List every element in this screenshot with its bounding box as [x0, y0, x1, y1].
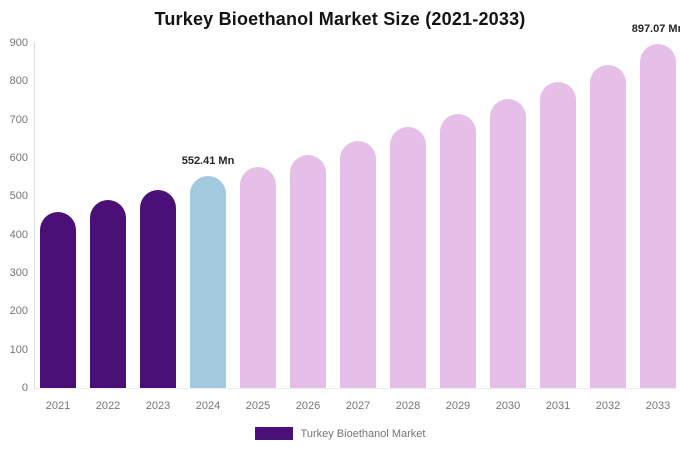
- bar-2032: [590, 64, 626, 388]
- chart-title: Turkey Bioethanol Market Size (2021-2033…: [154, 9, 526, 29]
- bar-2033: [640, 44, 676, 388]
- x-tick-label: 2025: [245, 400, 271, 412]
- bar-2029: [440, 113, 476, 388]
- bar-2022: [90, 200, 126, 388]
- y-tick-label: 800: [9, 75, 28, 88]
- legend-swatch: [254, 427, 293, 440]
- legend-label: Turkey Bioethanol Market: [300, 427, 426, 440]
- y-axis-line: [34, 43, 35, 388]
- y-tick-label: 100: [9, 343, 28, 356]
- x-tick-label: 2027: [345, 400, 371, 412]
- y-tick-label: 600: [9, 152, 28, 164]
- legend-item-turkey-bioethanol-market[interactable]: Turkey Bioethanol Market: [254, 427, 426, 440]
- y-tick-label: 900: [9, 37, 28, 49]
- bar-2023: [140, 189, 176, 388]
- x-tick-label: 2021: [45, 400, 71, 412]
- x-axis-baseline: [34, 388, 676, 389]
- x-tick-label: 2032: [595, 400, 621, 412]
- bar-value-annotation: 897.07 Mn: [631, 23, 680, 36]
- bar-2026: [290, 154, 326, 388]
- x-tick-label: 2023: [145, 400, 171, 412]
- bar-value-annotation: 552.41 Mn: [181, 155, 235, 168]
- x-tick-label: 2022: [95, 400, 121, 412]
- y-tick-label: 700: [9, 113, 28, 126]
- legend: Turkey Bioethanol Market: [0, 427, 680, 440]
- x-tick-label: 2031: [545, 400, 571, 412]
- bar-2027: [340, 141, 376, 388]
- y-tick-label: 400: [9, 228, 28, 241]
- y-tick-label: 200: [9, 305, 28, 318]
- x-tick-label: 2029: [445, 400, 471, 412]
- x-tick-label: 2026: [295, 400, 321, 412]
- bar-2030: [490, 98, 526, 388]
- bar-2021: [40, 211, 76, 388]
- bar-2024: [190, 176, 226, 388]
- y-tick-label: 0: [21, 382, 28, 394]
- bar-2028: [390, 127, 426, 388]
- bar-2031: [540, 81, 576, 388]
- x-tick-label: 2024: [195, 400, 221, 412]
- x-tick-label: 2030: [495, 400, 521, 412]
- x-tick-label: 2028: [395, 400, 421, 412]
- bar-2025: [240, 166, 276, 388]
- y-tick-label: 500: [9, 190, 28, 203]
- x-tick-label: 2033: [645, 400, 671, 412]
- y-tick-label: 300: [9, 267, 28, 279]
